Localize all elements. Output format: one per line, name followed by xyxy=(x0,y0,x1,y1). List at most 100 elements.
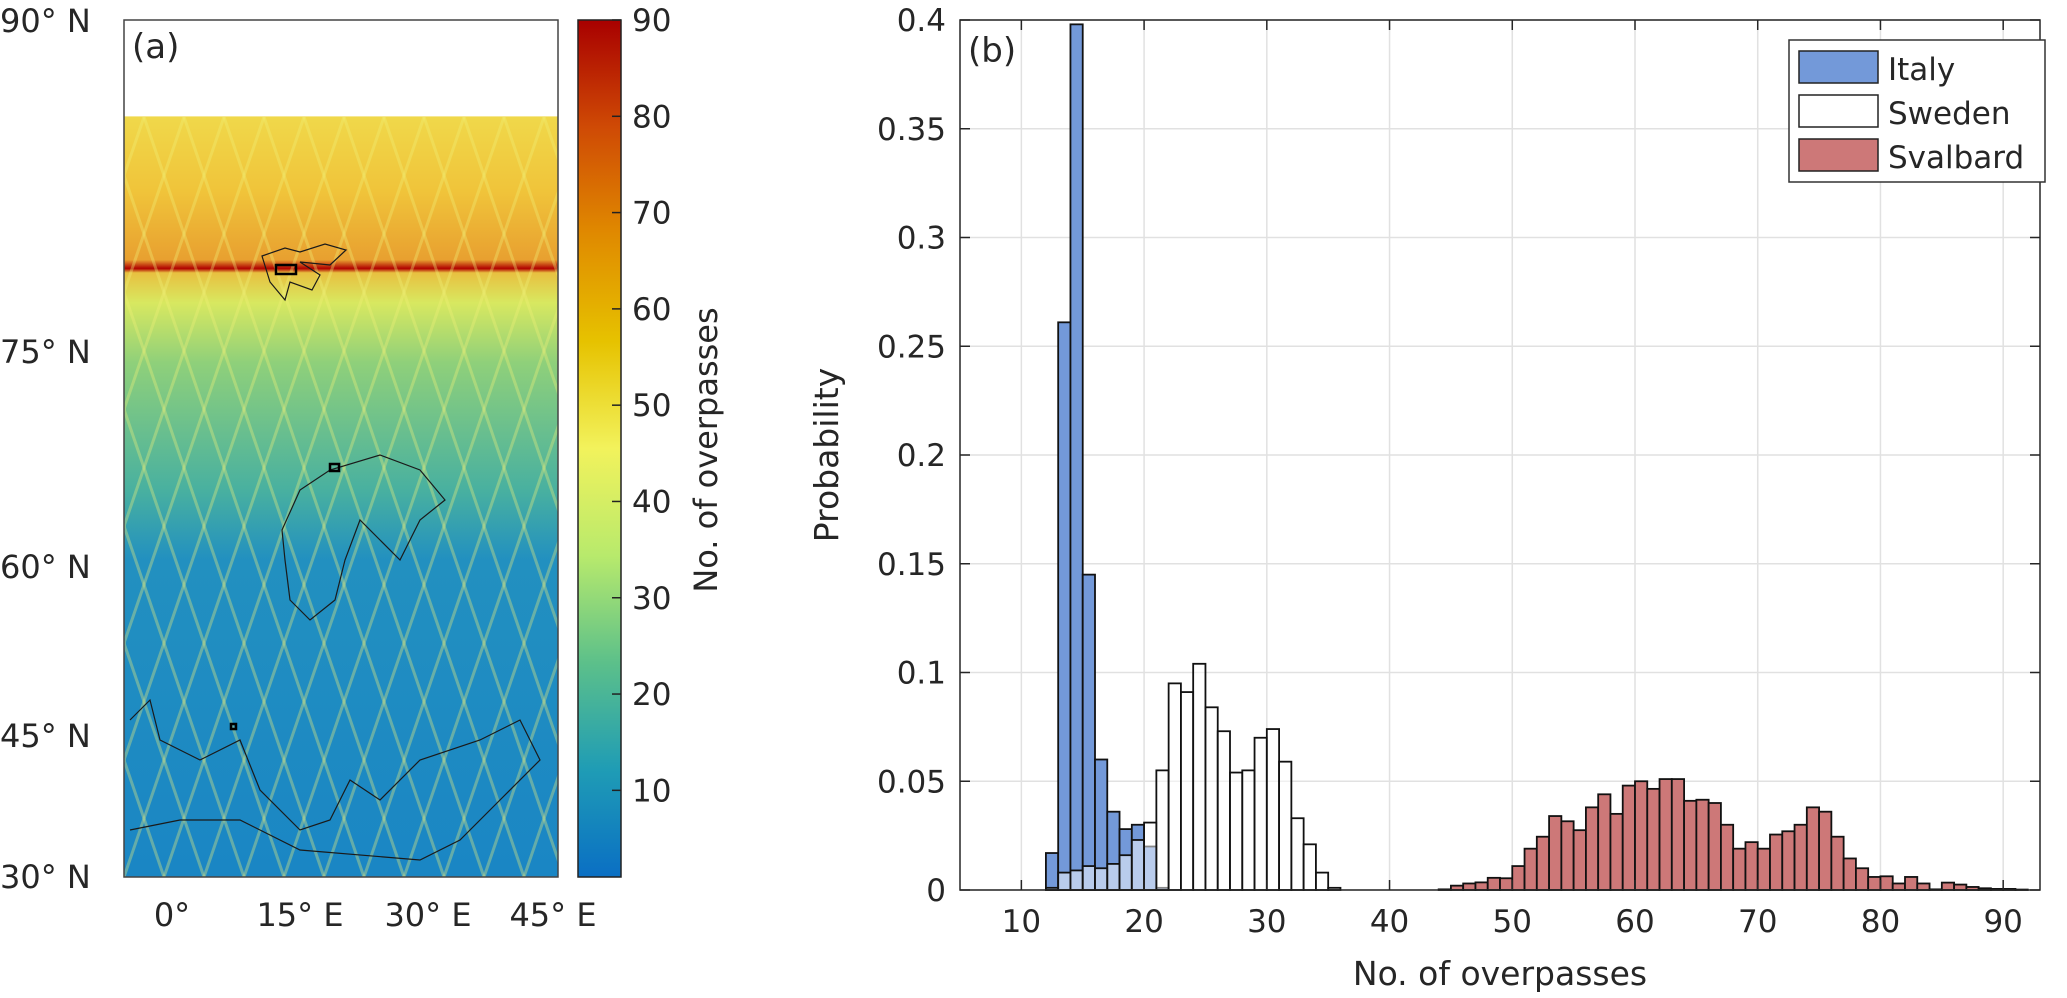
bar-sweden xyxy=(1302,843,1317,891)
swath-line xyxy=(124,117,386,877)
bar-svalbard xyxy=(1474,881,1489,891)
bar-svalbard xyxy=(1891,882,1906,891)
bar-svalbard xyxy=(1732,847,1747,891)
y-tick-label: 0.15 xyxy=(877,547,946,583)
swath-line xyxy=(124,638,206,877)
bar-svalbard xyxy=(1597,793,1612,891)
bar-sweden xyxy=(1315,871,1330,891)
axes-box xyxy=(959,19,2041,891)
swath-line xyxy=(362,305,558,877)
bar-sweden xyxy=(1143,821,1158,891)
colorbar-tick-label: 50 xyxy=(632,388,671,424)
map-field xyxy=(124,20,558,877)
y-tick-label: 0 xyxy=(926,873,946,909)
panel-a-label: (a) xyxy=(132,27,179,67)
lat-tick-90: 90° N xyxy=(0,2,91,40)
bar-sweden xyxy=(1253,736,1268,891)
bars xyxy=(1045,23,2029,891)
y-tick-label: 0.3 xyxy=(897,221,946,257)
bar-svalbard xyxy=(1953,883,1968,891)
grid xyxy=(960,19,2040,891)
swath-line xyxy=(282,117,546,877)
bar-svalbard xyxy=(1560,820,1575,891)
x-tick-label: 90 xyxy=(1983,904,2022,940)
bar-svalbard xyxy=(1855,867,1870,891)
x-axis-label: No. of overpasses xyxy=(1353,954,1647,993)
bar-svalbard xyxy=(1462,882,1477,891)
colorbar-tick-label: 30 xyxy=(632,581,671,617)
bar-sweden xyxy=(1204,706,1219,891)
bar-svalbard xyxy=(1904,876,1919,891)
bar-italy xyxy=(1069,23,1084,891)
bar-sweden xyxy=(1265,728,1280,891)
bar-svalbard xyxy=(1670,778,1685,891)
colorbar-tick-label: 80 xyxy=(632,99,671,135)
bar-sweden xyxy=(1229,771,1244,891)
x-tick-label: 60 xyxy=(1615,904,1654,940)
lat-tick-60: 60° N xyxy=(0,548,91,586)
lon-tick-45e: 45° E xyxy=(509,896,597,934)
bar-svalbard xyxy=(1646,787,1661,891)
swath-line xyxy=(322,188,558,877)
bar-svalbard xyxy=(1818,810,1833,891)
legend-label-italy: Italy xyxy=(1888,52,1955,88)
bar-svalbard xyxy=(1940,881,1955,891)
legend-swatch-svalbard xyxy=(1798,138,1879,172)
bar-svalbard xyxy=(1634,780,1649,891)
bar-sweden xyxy=(1069,869,1084,891)
svalbard-coast xyxy=(261,243,348,302)
swath-line xyxy=(202,117,466,877)
y-axis-label: Probability xyxy=(807,368,846,542)
bar-svalbard xyxy=(1511,865,1526,891)
x-tick-label: 30 xyxy=(1247,904,1286,940)
bar-svalbard xyxy=(1499,877,1514,891)
bar-svalbard xyxy=(1609,812,1624,891)
x-tick-label: 80 xyxy=(1861,904,1900,940)
mediterranean-coast xyxy=(129,698,541,861)
swath-line xyxy=(124,117,186,298)
bar-svalbard xyxy=(1793,823,1808,891)
swath-pattern xyxy=(124,117,558,877)
bar-svalbard xyxy=(1695,798,1710,891)
bar-svalbard xyxy=(1658,778,1673,891)
bar-sweden xyxy=(1094,867,1109,891)
colorbar xyxy=(577,19,622,878)
bar-sweden xyxy=(1290,817,1305,891)
x-tick-label: 70 xyxy=(1738,904,1777,940)
bar-svalbard xyxy=(1769,833,1784,891)
bar-sweden xyxy=(1167,682,1182,891)
swath-line xyxy=(342,117,558,748)
bar-italy xyxy=(1045,852,1060,891)
legend-label-sweden: Sweden xyxy=(1888,96,2011,132)
swath-line xyxy=(382,117,558,631)
colorbar-tick-label: 60 xyxy=(632,292,671,328)
legend: Italy Sweden Svalbard xyxy=(1788,39,2046,183)
lat-tick-75: 75° N xyxy=(0,333,91,371)
bar-svalbard xyxy=(1683,799,1698,891)
bar-svalbard xyxy=(1879,875,1894,891)
y-tick-label: 0.05 xyxy=(877,764,946,800)
colorbar-tick-label: 40 xyxy=(632,484,671,520)
bar-svalbard xyxy=(1805,806,1820,891)
bar-svalbard xyxy=(1585,806,1600,891)
swath-line xyxy=(124,404,286,877)
swath-line xyxy=(422,117,558,514)
bar-svalbard xyxy=(1535,835,1550,891)
bar-svalbard xyxy=(1720,823,1735,891)
bar-svalbard xyxy=(1744,841,1759,891)
bar-italy xyxy=(1081,573,1096,891)
x-tick-label: 10 xyxy=(1002,904,1041,940)
x-tick-label: 20 xyxy=(1124,904,1163,940)
axes: 10 20 30 40 50 60 70 80 90 0 0.05 0.1 0.15 0.2 0.25 0.3… xyxy=(877,3,2041,940)
legend-label-svalbard: Svalbard xyxy=(1888,140,2024,176)
bar-sweden xyxy=(1057,871,1072,891)
bar-svalbard xyxy=(1756,847,1771,891)
lon-tick-0: 0° xyxy=(153,896,191,934)
y-tick-label: 0.1 xyxy=(897,656,946,692)
swath-line xyxy=(124,117,226,414)
swath-line xyxy=(124,521,246,877)
swath-line xyxy=(462,117,558,397)
bar-svalbard xyxy=(1548,815,1563,891)
swath-line xyxy=(124,117,306,648)
